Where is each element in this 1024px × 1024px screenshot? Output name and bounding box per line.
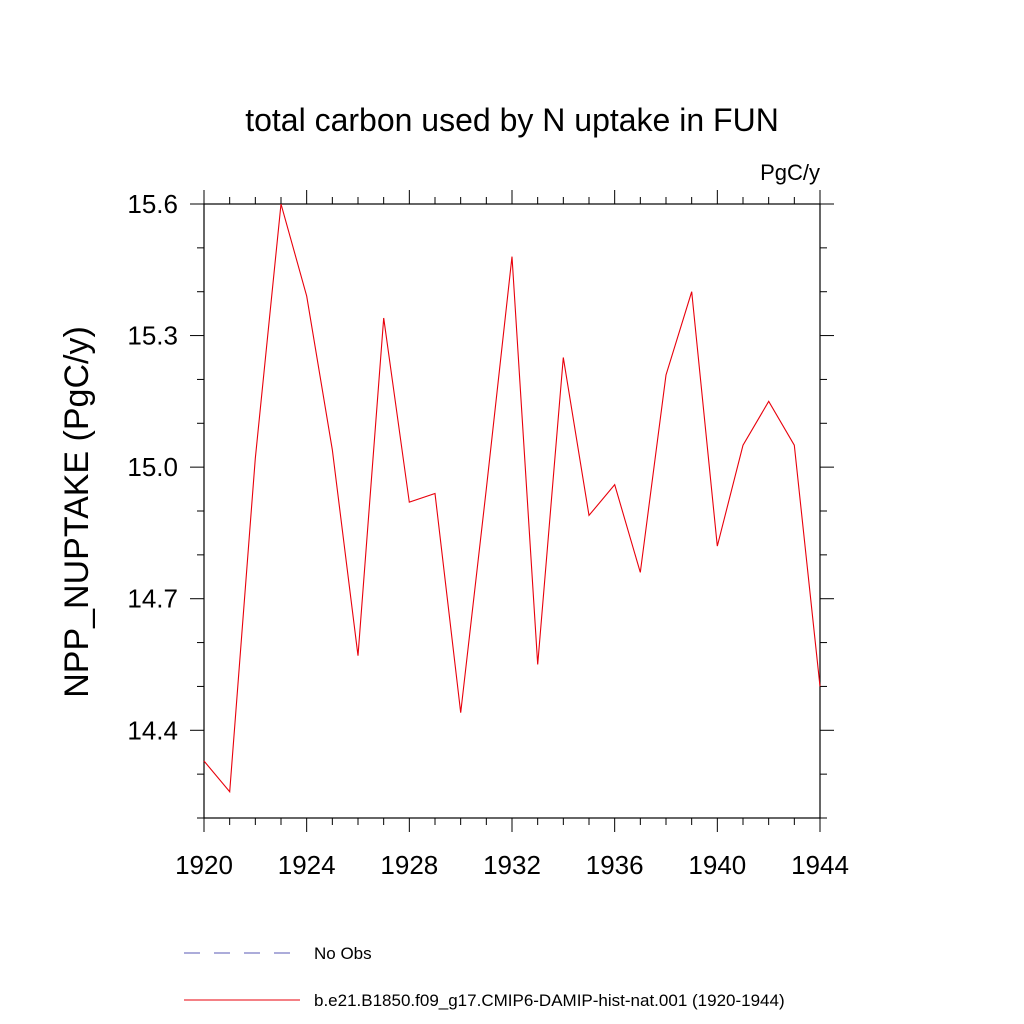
y-tick-label: 15.6: [127, 189, 178, 219]
x-tick-label: 1928: [380, 850, 438, 880]
plot-border: [203, 203, 821, 819]
units-label: PgC/y: [760, 160, 820, 185]
y-axis-label: NPP_NUPTAKE (PgC/y): [58, 326, 96, 698]
series-layer: [203, 203, 821, 794]
series-line: [203, 203, 821, 794]
x-tick-label: 1932: [483, 850, 541, 880]
y-axis: 14.4 14.7 15.0 15.3 15.6: [127, 189, 834, 819]
x-tick-label: 1940: [688, 850, 746, 880]
legend-label: No Obs: [314, 944, 372, 963]
x-axis: 1920 1924 1928 1932 1936 1940 1944: [175, 190, 849, 880]
y-tick-label: 14.7: [127, 584, 178, 614]
x-tick-label: 1924: [278, 850, 336, 880]
y-tick-label: 15.0: [127, 452, 178, 482]
x-tick-label: 1944: [791, 850, 849, 880]
y-tick-label: 15.3: [127, 321, 178, 351]
y-tick-label: 14.4: [127, 715, 178, 745]
plot-frame: [203, 203, 821, 819]
legend: No Obs b.e21.B1850.f09_g17.CMIP6-DAMIP-hi…: [184, 944, 785, 1010]
x-tick-label: 1936: [586, 850, 644, 880]
legend-label: b.e21.B1850.f09_g17.CMIP6-DAMIP-hist-nat…: [314, 991, 785, 1010]
chart-title: total carbon used by N uptake in FUN: [245, 102, 779, 138]
x-tick-label: 1920: [175, 850, 233, 880]
